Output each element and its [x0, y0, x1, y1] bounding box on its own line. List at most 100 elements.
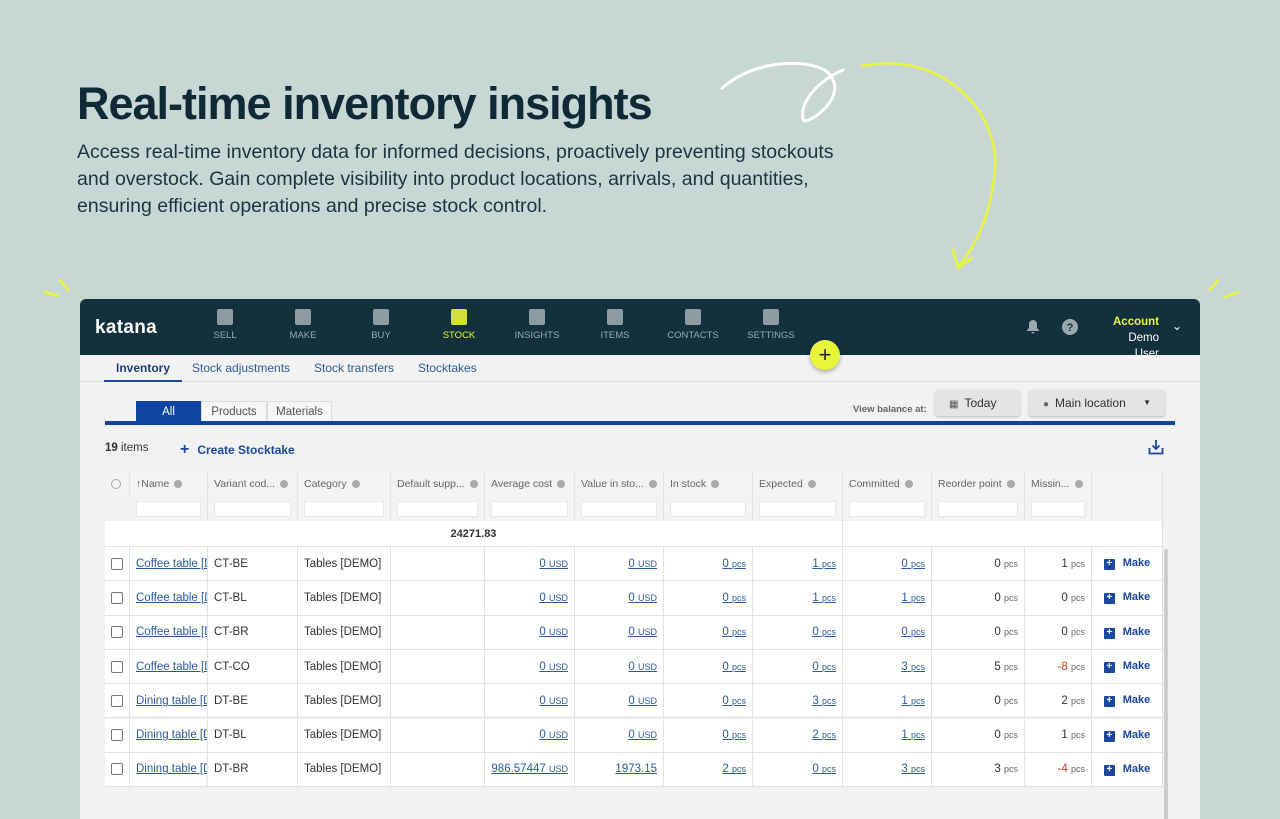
quantity-value[interactable]: 2 pcs [722, 763, 746, 775]
quantity-value[interactable]: 0 pcs [812, 626, 836, 638]
quantity-value[interactable]: 3 pcs [901, 763, 925, 775]
column-filter-input[interactable] [397, 500, 478, 517]
create-stocktake-button[interactable]: + Create Stocktake [180, 441, 295, 459]
column-header[interactable]: Value in sto... [575, 471, 664, 496]
quantity-value[interactable]: 0 USD [628, 592, 657, 604]
filter-tab-all[interactable]: All [136, 401, 201, 422]
item-name-link[interactable]: Dining table [DEMO] [136, 763, 207, 776]
katana-logo[interactable]: katana [95, 317, 158, 338]
make-button[interactable]: + Make [1103, 763, 1150, 776]
quantity-value[interactable]: 0 USD [628, 695, 657, 707]
column-header[interactable] [1092, 471, 1163, 496]
column-filter-input[interactable] [136, 500, 201, 517]
value-link[interactable]: 1973.15 [615, 763, 657, 776]
filter-tab-products[interactable]: Products [201, 401, 267, 422]
nav-item-insights[interactable]: INSIGHTS [498, 299, 576, 355]
column-header[interactable]: ↑Name [130, 471, 208, 496]
quantity-value[interactable]: 0 USD [539, 695, 568, 707]
quantity-value[interactable]: 0 pcs [722, 729, 746, 741]
row-select[interactable] [105, 547, 130, 582]
quantity-value[interactable]: 1 pcs [812, 592, 836, 604]
row-select[interactable] [105, 684, 130, 719]
nav-item-items[interactable]: ITEMS [576, 299, 654, 355]
quantity-value[interactable]: 0 pcs [901, 558, 925, 570]
quick-add-button[interactable]: + [810, 340, 840, 370]
row-checkbox[interactable] [111, 557, 123, 570]
quantity-value[interactable]: 2 pcs [812, 729, 836, 741]
column-filter-input[interactable] [1031, 500, 1085, 517]
column-header[interactable]: Expected [753, 471, 843, 496]
quantity-value[interactable]: 0 pcs [722, 661, 746, 673]
make-button[interactable]: + Make [1103, 557, 1150, 571]
item-name-link[interactable]: Dining table [DEMO] [136, 729, 207, 742]
column-header[interactable]: Variant cod... [208, 471, 298, 496]
column-header[interactable]: Average cost [485, 471, 575, 496]
quantity-value[interactable]: 0 pcs [722, 695, 746, 707]
make-button[interactable]: + Make [1103, 694, 1150, 708]
make-button[interactable]: + Make [1103, 626, 1150, 639]
filter-tab-materials[interactable]: Materials [267, 401, 332, 422]
account-menu[interactable]: Account Demo User [1101, 314, 1159, 362]
quantity-value[interactable]: 0 USD [628, 661, 657, 673]
row-select[interactable] [105, 615, 130, 650]
column-filter-input[interactable] [938, 500, 1018, 517]
quantity-value[interactable]: 0 pcs [812, 661, 836, 673]
quantity-value[interactable]: 0 USD [628, 626, 657, 638]
download-icon[interactable] [1148, 439, 1164, 455]
quantity-value[interactable]: 1 pcs [901, 695, 925, 707]
item-name-link[interactable]: Dining table [DEMO] [136, 694, 207, 707]
column-header[interactable]: Missin... [1025, 471, 1092, 496]
row-select[interactable] [105, 649, 130, 685]
make-button[interactable]: + Make [1103, 591, 1150, 605]
row-checkbox[interactable] [111, 694, 123, 707]
nav-item-buy[interactable]: BUY [342, 299, 420, 355]
column-header[interactable]: Category [298, 471, 391, 496]
row-checkbox[interactable] [111, 729, 123, 742]
row-checkbox[interactable] [111, 626, 123, 639]
quantity-value[interactable]: 986.57447 USD [491, 763, 568, 775]
quantity-value[interactable]: 0 pcs [722, 558, 746, 570]
make-button[interactable]: + Make [1103, 729, 1150, 742]
row-checkbox[interactable] [111, 660, 123, 673]
column-filter-input[interactable] [759, 500, 836, 517]
quantity-value[interactable]: 0 USD [539, 729, 568, 741]
location-select[interactable]: ● Main location ▼ [1029, 390, 1165, 416]
quantity-value[interactable]: 0 USD [539, 661, 568, 673]
quantity-value[interactable]: 0 USD [539, 626, 568, 638]
column-filter-input[interactable] [491, 500, 568, 517]
row-select[interactable] [105, 581, 130, 616]
column-filter-input[interactable] [214, 500, 291, 517]
quantity-value[interactable]: 0 USD [628, 558, 657, 570]
tab-inventory[interactable]: Inventory [104, 361, 183, 382]
tab-stock-adjustments[interactable]: Stock adjustments [192, 361, 291, 375]
item-name-link[interactable]: Coffee table [DEMO] [136, 557, 207, 570]
column-filter-input[interactable] [581, 500, 657, 517]
nav-item-settings[interactable]: SETTINGS [732, 299, 810, 355]
item-name-link[interactable]: Coffee table [DEMO] [136, 626, 207, 639]
column-header[interactable]: Committed [843, 471, 932, 496]
column-header[interactable]: Default supp... [391, 471, 485, 496]
item-name-link[interactable]: Coffee table [DEMO] [136, 591, 207, 604]
tab-stock-transfers[interactable]: Stock transfers [314, 361, 395, 375]
bell-icon[interactable] [1025, 319, 1041, 335]
nav-item-contacts[interactable]: CONTACTS [654, 299, 732, 355]
quantity-value[interactable]: 0 USD [539, 558, 568, 570]
quantity-value[interactable]: 0 pcs [722, 626, 746, 638]
column-filter-input[interactable] [304, 500, 384, 517]
row-select[interactable] [105, 718, 130, 753]
tab-stocktakes[interactable]: Stocktakes [418, 361, 477, 375]
quantity-value[interactable]: 3 pcs [812, 695, 836, 707]
table-scrollbar[interactable] [1164, 549, 1168, 819]
column-header[interactable]: Reorder point [932, 471, 1025, 496]
quantity-value[interactable]: 0 USD [628, 729, 657, 741]
column-filter-input[interactable] [670, 500, 746, 517]
column-header[interactable]: In stock [664, 471, 753, 496]
row-checkbox[interactable] [111, 763, 123, 776]
column-filter-input[interactable] [849, 500, 925, 517]
help-icon[interactable]: ? [1062, 319, 1078, 335]
chevron-down-icon[interactable]: ⌄ [1172, 319, 1183, 333]
quantity-value[interactable]: 1 pcs [901, 729, 925, 741]
quantity-value[interactable]: 0 pcs [812, 763, 836, 775]
item-name-link[interactable]: Coffee table [DEMO] [136, 660, 207, 673]
quantity-value[interactable]: 0 pcs [722, 592, 746, 604]
